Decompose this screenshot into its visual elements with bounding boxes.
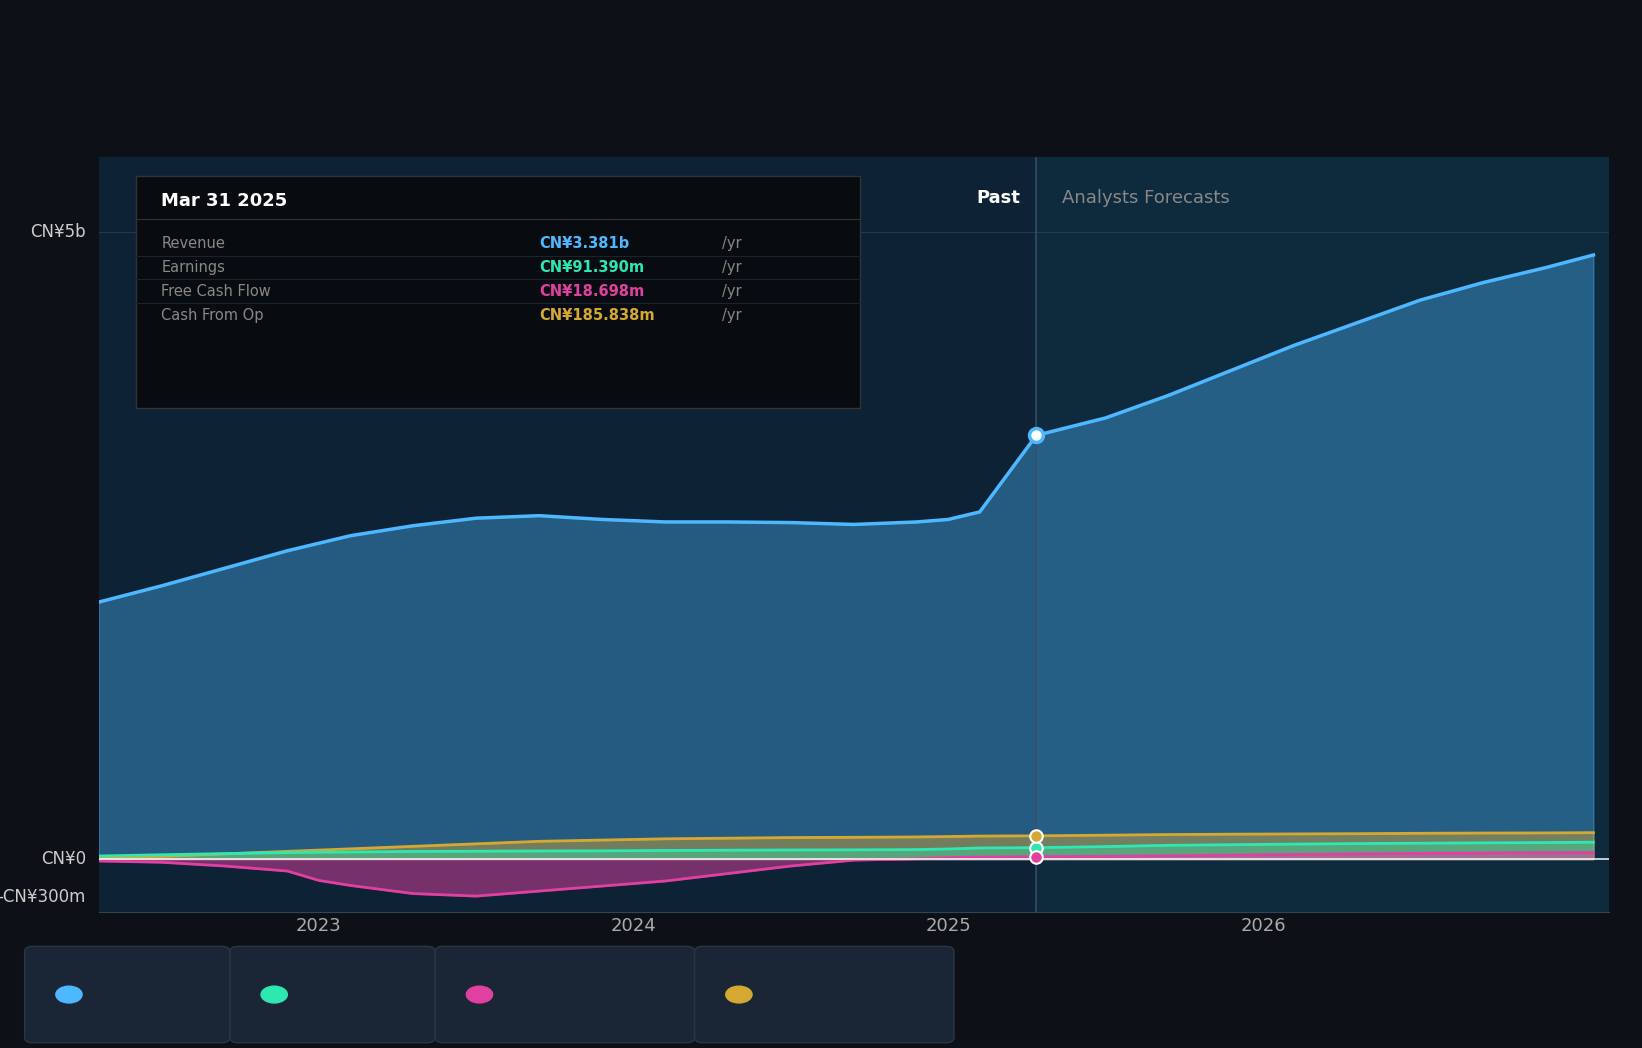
Text: Earnings: Earnings bbox=[297, 985, 379, 1004]
Text: Mar 31 2025: Mar 31 2025 bbox=[161, 192, 287, 211]
Text: /yr: /yr bbox=[721, 284, 741, 299]
Text: CN¥0: CN¥0 bbox=[41, 850, 85, 868]
Text: /yr: /yr bbox=[721, 236, 741, 252]
Text: Earnings: Earnings bbox=[161, 260, 225, 275]
Bar bbox=[136, 176, 860, 408]
Text: CN¥5b: CN¥5b bbox=[30, 223, 85, 241]
Text: /yr: /yr bbox=[721, 308, 741, 323]
Text: -CN¥300m: -CN¥300m bbox=[0, 888, 85, 905]
Text: Revenue: Revenue bbox=[92, 985, 172, 1004]
Text: Free Cash Flow: Free Cash Flow bbox=[502, 985, 644, 1004]
Text: CN¥91.390m: CN¥91.390m bbox=[539, 260, 644, 275]
Text: Cash From Op: Cash From Op bbox=[762, 985, 892, 1004]
Text: CN¥185.838m: CN¥185.838m bbox=[539, 308, 655, 323]
Text: CN¥3.381b: CN¥3.381b bbox=[539, 236, 629, 252]
Text: Cash From Op: Cash From Op bbox=[161, 308, 264, 323]
Text: Analysts Forecasts: Analysts Forecasts bbox=[1061, 189, 1230, 206]
Text: Past: Past bbox=[977, 189, 1021, 206]
Text: /yr: /yr bbox=[721, 260, 741, 275]
Text: Revenue: Revenue bbox=[161, 236, 225, 252]
Text: Free Cash Flow: Free Cash Flow bbox=[161, 284, 271, 299]
Bar bbox=[99, 157, 1036, 912]
Bar bbox=[1036, 157, 1609, 912]
Text: CN¥18.698m: CN¥18.698m bbox=[539, 284, 644, 299]
